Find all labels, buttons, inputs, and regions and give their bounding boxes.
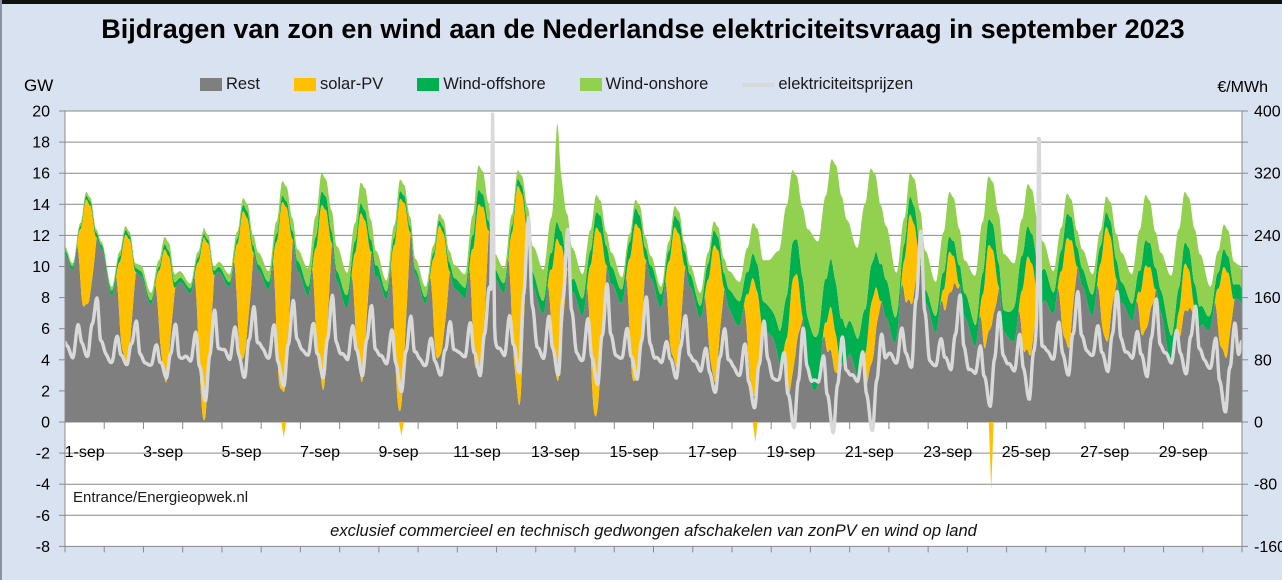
legend-label-wind-offshore: Wind-offshore	[443, 75, 546, 93]
x-axis-labels: 1-sep 3-sep 5-sep 7-sep 9-sep 11-sep 13-sep 15-…	[65, 444, 1208, 461]
axis-ticks	[59, 110, 1248, 553]
svg-text:80: 80	[1254, 352, 1272, 369]
svg-text:3-sep: 3-sep	[143, 444, 183, 461]
svg-text:12: 12	[32, 228, 50, 245]
svg-text:13-sep: 13-sep	[531, 444, 580, 461]
svg-text:0: 0	[1254, 415, 1263, 432]
svg-text:-2: -2	[36, 446, 50, 463]
legend-label-electricity-prices: elektriciteitsprijzen	[778, 75, 914, 93]
svg-text:1-sep: 1-sep	[65, 444, 105, 461]
svg-text:19-sep: 19-sep	[766, 444, 815, 461]
svg-text:9-sep: 9-sep	[378, 444, 418, 461]
svg-text:21-sep: 21-sep	[845, 444, 894, 461]
svg-text:240: 240	[1254, 228, 1281, 245]
svg-text:27-sep: 27-sep	[1080, 444, 1129, 461]
svg-text:-160: -160	[1254, 539, 1282, 556]
svg-text:5-sep: 5-sep	[222, 444, 262, 461]
svg-text:10: 10	[32, 259, 50, 276]
svg-text:20: 20	[32, 104, 50, 121]
area-rest	[65, 232, 1242, 422]
electricity-price-line	[63, 112, 1244, 435]
svg-text:23-sep: 23-sep	[923, 444, 972, 461]
svg-text:400: 400	[1254, 104, 1281, 121]
svg-text:4: 4	[41, 352, 50, 369]
solar-pv-swatch	[293, 78, 316, 91]
footnote: exclusief commercieel en technisch gedwo…	[330, 522, 977, 540]
svg-text:16: 16	[32, 166, 50, 183]
legend-label-solar-pv: solar-PV	[319, 75, 384, 93]
svg-text:-4: -4	[36, 477, 50, 494]
legend-label-rest: Rest	[226, 75, 260, 93]
left-axis-unit-label: GW	[24, 76, 54, 95]
electricity-prices-line-swatch	[742, 82, 775, 87]
svg-text:29-sep: 29-sep	[1159, 444, 1208, 461]
svg-text:17-sep: 17-sep	[688, 444, 737, 461]
legend-item-solar-pv: solar-PV	[293, 75, 384, 94]
window-top-border	[2, 0, 1282, 4]
legend-item-rest: Rest	[200, 75, 260, 94]
svg-text:7-sep: 7-sep	[300, 444, 340, 461]
svg-text:15-sep: 15-sep	[609, 444, 658, 461]
svg-text:320: 320	[1254, 166, 1281, 183]
right-axis-unit-label: €/MWh	[1217, 79, 1268, 96]
svg-text:25-sep: 25-sep	[1002, 444, 1051, 461]
legend-item-electricity-prices: elektriciteitsprijzen	[742, 75, 913, 94]
svg-text:2: 2	[41, 383, 50, 400]
legend-label-wind-onshore: Wind-onshore	[605, 75, 709, 93]
svg-text:11-sep: 11-sep	[453, 444, 501, 461]
svg-text:-8: -8	[36, 539, 50, 556]
svg-text:160: 160	[1254, 290, 1281, 307]
chart-title: Bijdragen van zon en wind aan de Nederla…	[101, 14, 1185, 44]
svg-text:-6: -6	[36, 508, 50, 525]
right-axis-labels: 400 320 240 160 80 0 -80 -160	[1254, 104, 1282, 556]
wind-onshore-swatch	[579, 78, 602, 91]
legend: Rest solar-PV Wind-offshore Wind-onshore…	[200, 75, 913, 94]
svg-text:8: 8	[41, 290, 50, 307]
wind-offshore-swatch	[417, 78, 440, 91]
svg-text:14: 14	[32, 197, 50, 214]
plot-border	[64, 110, 1243, 547]
svg-text:6: 6	[41, 321, 50, 338]
legend-item-wind-onshore: Wind-onshore	[579, 75, 709, 94]
source-label: Entrance/Energieopwek.nl	[73, 489, 249, 506]
svg-text:-80: -80	[1254, 477, 1277, 494]
legend-item-wind-offshore: Wind-offshore	[417, 75, 546, 94]
svg-text:18: 18	[32, 135, 50, 152]
rest-swatch	[200, 78, 222, 91]
svg-text:0: 0	[41, 415, 50, 432]
